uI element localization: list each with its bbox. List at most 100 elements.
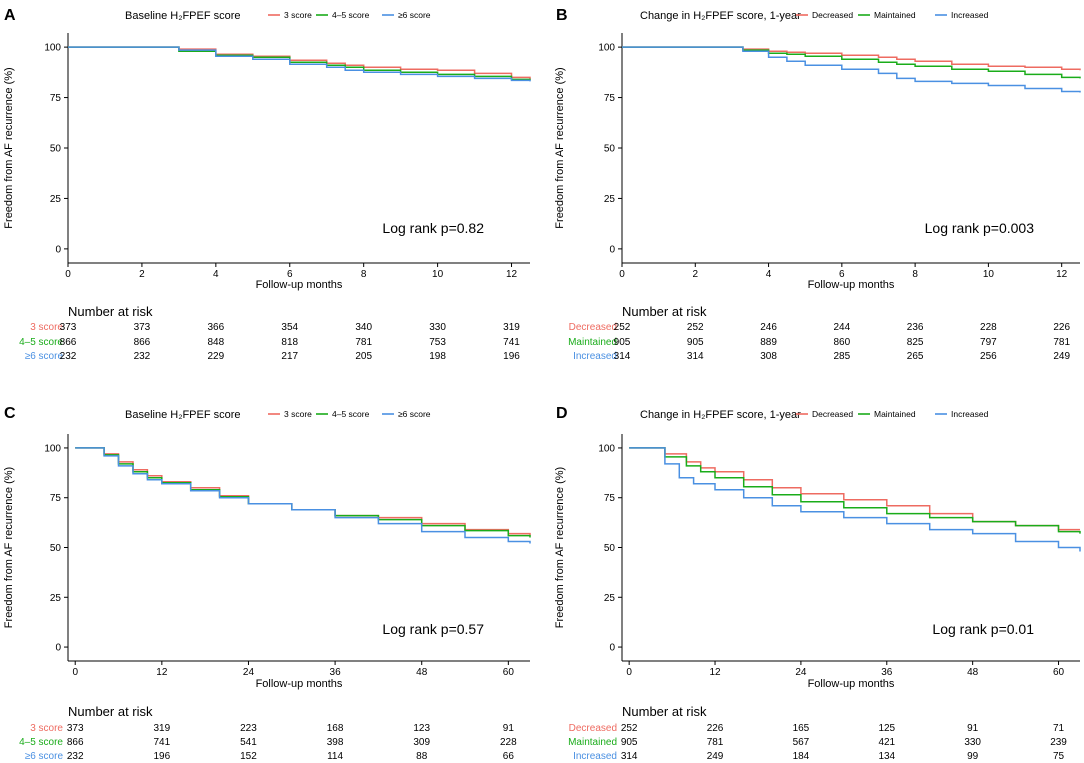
risk-value: 232 <box>67 751 84 762</box>
risk-row-label: 4–5 score <box>19 337 63 348</box>
risk-value: 285 <box>833 351 850 362</box>
risk-value: 889 <box>760 337 777 348</box>
risk-value: 249 <box>707 751 724 762</box>
y-tick-label: 0 <box>55 643 61 654</box>
km-curve-increased <box>629 447 1081 552</box>
x-tick-label: 36 <box>881 667 893 678</box>
risk-value: 71 <box>1053 723 1065 734</box>
risk-header: Number at risk <box>68 704 153 719</box>
risk-value: 91 <box>503 723 515 734</box>
risk-value: 226 <box>1053 322 1070 333</box>
risk-value: 88 <box>416 751 428 762</box>
y-tick-label: 50 <box>604 543 616 554</box>
risk-value: 252 <box>687 322 704 333</box>
risk-value: 866 <box>60 337 77 348</box>
x-tick-label: 24 <box>243 667 255 678</box>
risk-row-label: Increased <box>573 351 617 362</box>
risk-value: 373 <box>67 723 84 734</box>
risk-row-label: 3 score <box>30 723 63 734</box>
x-tick-label: 4 <box>766 269 772 280</box>
risk-value: 781 <box>707 737 724 748</box>
risk-value: 905 <box>621 737 638 748</box>
risk-header: Number at risk <box>68 304 153 319</box>
x-tick-label: 10 <box>983 269 995 280</box>
risk-row-label: Increased <box>573 751 617 762</box>
x-tick-label: 0 <box>626 667 632 678</box>
risk-value: 217 <box>281 351 298 362</box>
risk-value: 232 <box>134 351 151 362</box>
risk-value: 223 <box>240 723 257 734</box>
x-tick-label: 10 <box>432 269 444 280</box>
panel-letter: A <box>4 7 16 24</box>
panel-d: D Change in H₂FPEF score, 1-year Decreased… <box>554 405 1081 762</box>
km-curve--6-score <box>68 46 531 82</box>
risk-value: 541 <box>240 737 257 748</box>
x-tick-label: 4 <box>213 269 219 280</box>
panel-letter: C <box>4 405 16 422</box>
x-axis-label: Follow-up months <box>808 678 895 690</box>
y-tick-label: 100 <box>598 443 615 454</box>
log-rank-annotation: Log rank p=0.01 <box>932 621 1034 637</box>
risk-value: 741 <box>503 337 520 348</box>
km-curve-maintained <box>622 46 1081 79</box>
risk-value: 797 <box>980 337 997 348</box>
risk-value: 252 <box>621 723 638 734</box>
risk-value: 184 <box>793 751 810 762</box>
y-tick-label: 25 <box>604 194 616 205</box>
risk-value: 256 <box>980 351 997 362</box>
log-rank-annotation: Log rank p=0.82 <box>382 220 484 236</box>
legend-title: Change in H₂FPEF score, 1-year <box>640 10 801 22</box>
legend-key-label: ≥6 score <box>398 409 431 419</box>
risk-value: 91 <box>967 723 979 734</box>
x-tick-label: 48 <box>416 667 428 678</box>
risk-value: 236 <box>907 322 924 333</box>
log-rank-annotation: Log rank p=0.57 <box>382 621 484 637</box>
risk-value: 198 <box>429 351 446 362</box>
risk-value: 239 <box>1050 737 1067 748</box>
risk-value: 398 <box>327 737 344 748</box>
legend-key-label: 4–5 score <box>332 10 370 20</box>
y-tick-label: 75 <box>604 493 616 504</box>
y-axis-label: Freedom from AF recurrence (%) <box>3 67 15 228</box>
risk-value: 152 <box>240 751 257 762</box>
x-tick-label: 8 <box>912 269 918 280</box>
risk-value: 314 <box>687 351 704 362</box>
km-curve-4-5-score <box>75 447 531 538</box>
legend-key-label: Decreased <box>812 10 853 20</box>
legend-title: Baseline H₂FPEF score <box>125 10 241 22</box>
risk-value: 373 <box>60 322 77 333</box>
legend-title: Change in H₂FPEF score, 1-year <box>640 409 801 421</box>
risk-value: 905 <box>614 337 631 348</box>
y-tick-label: 25 <box>604 593 616 604</box>
panel-a: A Baseline H₂FPEF score 3 score 4–5 score ≥6… <box>3 7 531 362</box>
x-tick-label: 12 <box>156 667 168 678</box>
risk-value: 741 <box>154 737 171 748</box>
x-tick-label: 0 <box>65 269 71 280</box>
legend-key-label: Maintained <box>874 409 916 419</box>
risk-row-label: Maintained <box>568 737 617 748</box>
x-tick-label: 60 <box>503 667 515 678</box>
y-tick-label: 25 <box>50 593 62 604</box>
risk-value: 818 <box>281 337 298 348</box>
log-rank-annotation: Log rank p=0.003 <box>925 220 1035 236</box>
risk-value: 330 <box>964 737 981 748</box>
risk-value: 125 <box>878 723 895 734</box>
risk-value: 366 <box>207 322 224 333</box>
risk-value: 781 <box>355 337 372 348</box>
risk-value: 165 <box>793 723 810 734</box>
risk-value: 314 <box>621 751 638 762</box>
y-axis-label: Freedom from AF recurrence (%) <box>3 467 15 628</box>
risk-value: 781 <box>1053 337 1070 348</box>
risk-value: 905 <box>687 337 704 348</box>
risk-value: 319 <box>154 723 171 734</box>
legend-key-label: Increased <box>951 10 989 20</box>
panel-letter: B <box>556 7 568 24</box>
x-tick-label: 12 <box>506 269 518 280</box>
risk-value: 228 <box>980 322 997 333</box>
risk-value: 340 <box>355 322 372 333</box>
y-tick-label: 75 <box>50 93 62 104</box>
risk-value: 309 <box>413 737 430 748</box>
panel-letter: D <box>556 405 568 422</box>
y-axis-label: Freedom from AF recurrence (%) <box>554 467 566 628</box>
risk-value: 354 <box>281 322 298 333</box>
